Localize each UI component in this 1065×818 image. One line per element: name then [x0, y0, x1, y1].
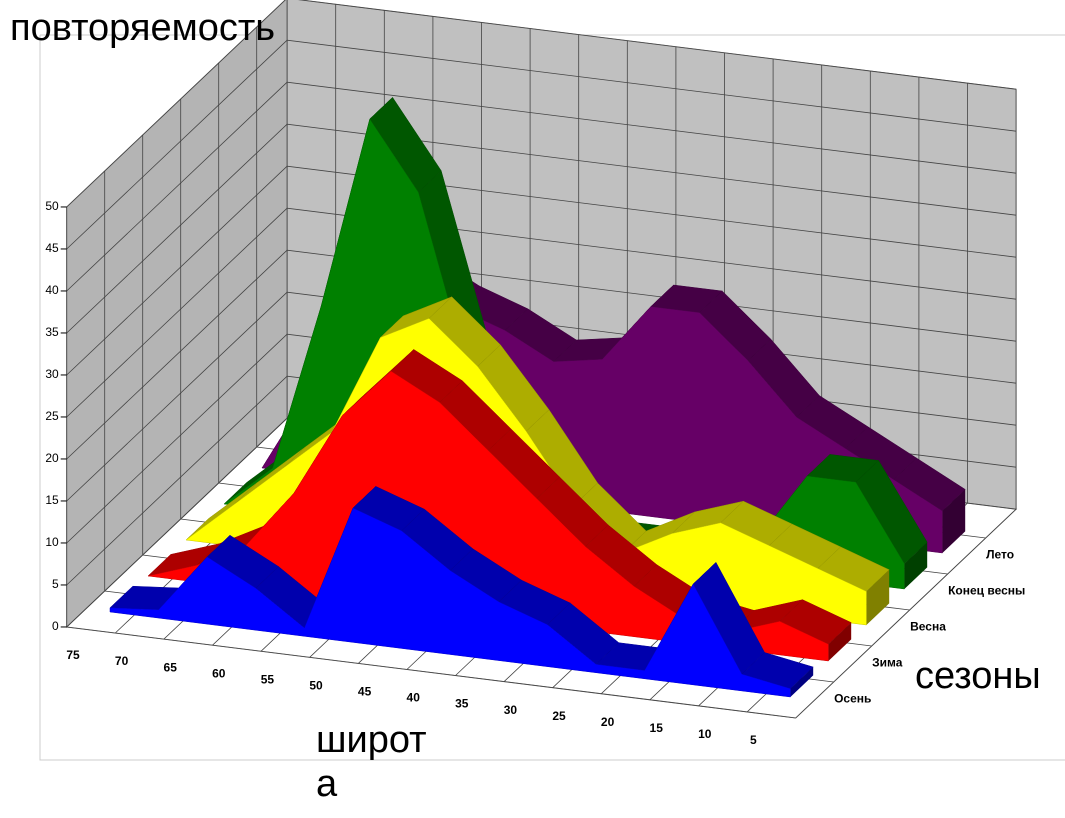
area-end [866, 569, 890, 625]
area-end [828, 622, 852, 661]
series-label: Осень [834, 691, 871, 705]
x-tick-label: 35 [455, 697, 469, 711]
x-tick-label: 60 [212, 666, 226, 680]
x-tick-label: 30 [504, 703, 518, 717]
series-label: Лето [986, 547, 1014, 561]
grid-line-vertical [66, 0, 288, 628]
y-tick-label: 10 [45, 535, 59, 549]
x-axis-title: широта [316, 719, 427, 805]
x-tick-label: 10 [698, 727, 712, 741]
x-tick-label: 15 [650, 721, 664, 735]
area [147, 370, 829, 662]
y-axis-title: повторяемость [10, 7, 276, 49]
x-tick-label: 5 [750, 733, 757, 747]
x-tick-label: 20 [601, 715, 615, 729]
z-axis-title: сезоны [915, 655, 1041, 697]
area-end [942, 489, 966, 553]
x-tick-label: 75 [66, 648, 80, 662]
series-label: Весна [910, 619, 946, 633]
series-label: Зима [872, 655, 903, 669]
y-tick-label: 45 [45, 241, 59, 255]
x-tick-label: 55 [261, 672, 275, 686]
area [109, 507, 791, 698]
x-tick-label: 70 [115, 654, 129, 668]
x-tick-label: 45 [358, 685, 372, 699]
x-tick-label: 40 [407, 691, 421, 705]
x-tick-label: 25 [552, 709, 566, 723]
x-tick-label: 50 [309, 679, 323, 693]
y-tick-label: 20 [45, 451, 59, 465]
y-tick-label: 5 [52, 577, 59, 591]
series-label: Конец весны [948, 583, 1025, 597]
grid-line-vertical [795, 89, 1017, 719]
y-tick-label: 35 [45, 325, 59, 339]
area-end [790, 667, 814, 697]
y-tick-label: 0 [52, 619, 59, 633]
area-end [904, 542, 928, 589]
x-tick-label: 65 [164, 660, 178, 674]
y-tick-label: 15 [45, 493, 59, 507]
grid-line [66, 0, 1017, 208]
y-tick-label: 30 [45, 367, 59, 381]
y-tick-label: 40 [45, 283, 59, 297]
y-tick-label: 25 [45, 409, 59, 423]
y-tick-label: 50 [45, 199, 59, 213]
